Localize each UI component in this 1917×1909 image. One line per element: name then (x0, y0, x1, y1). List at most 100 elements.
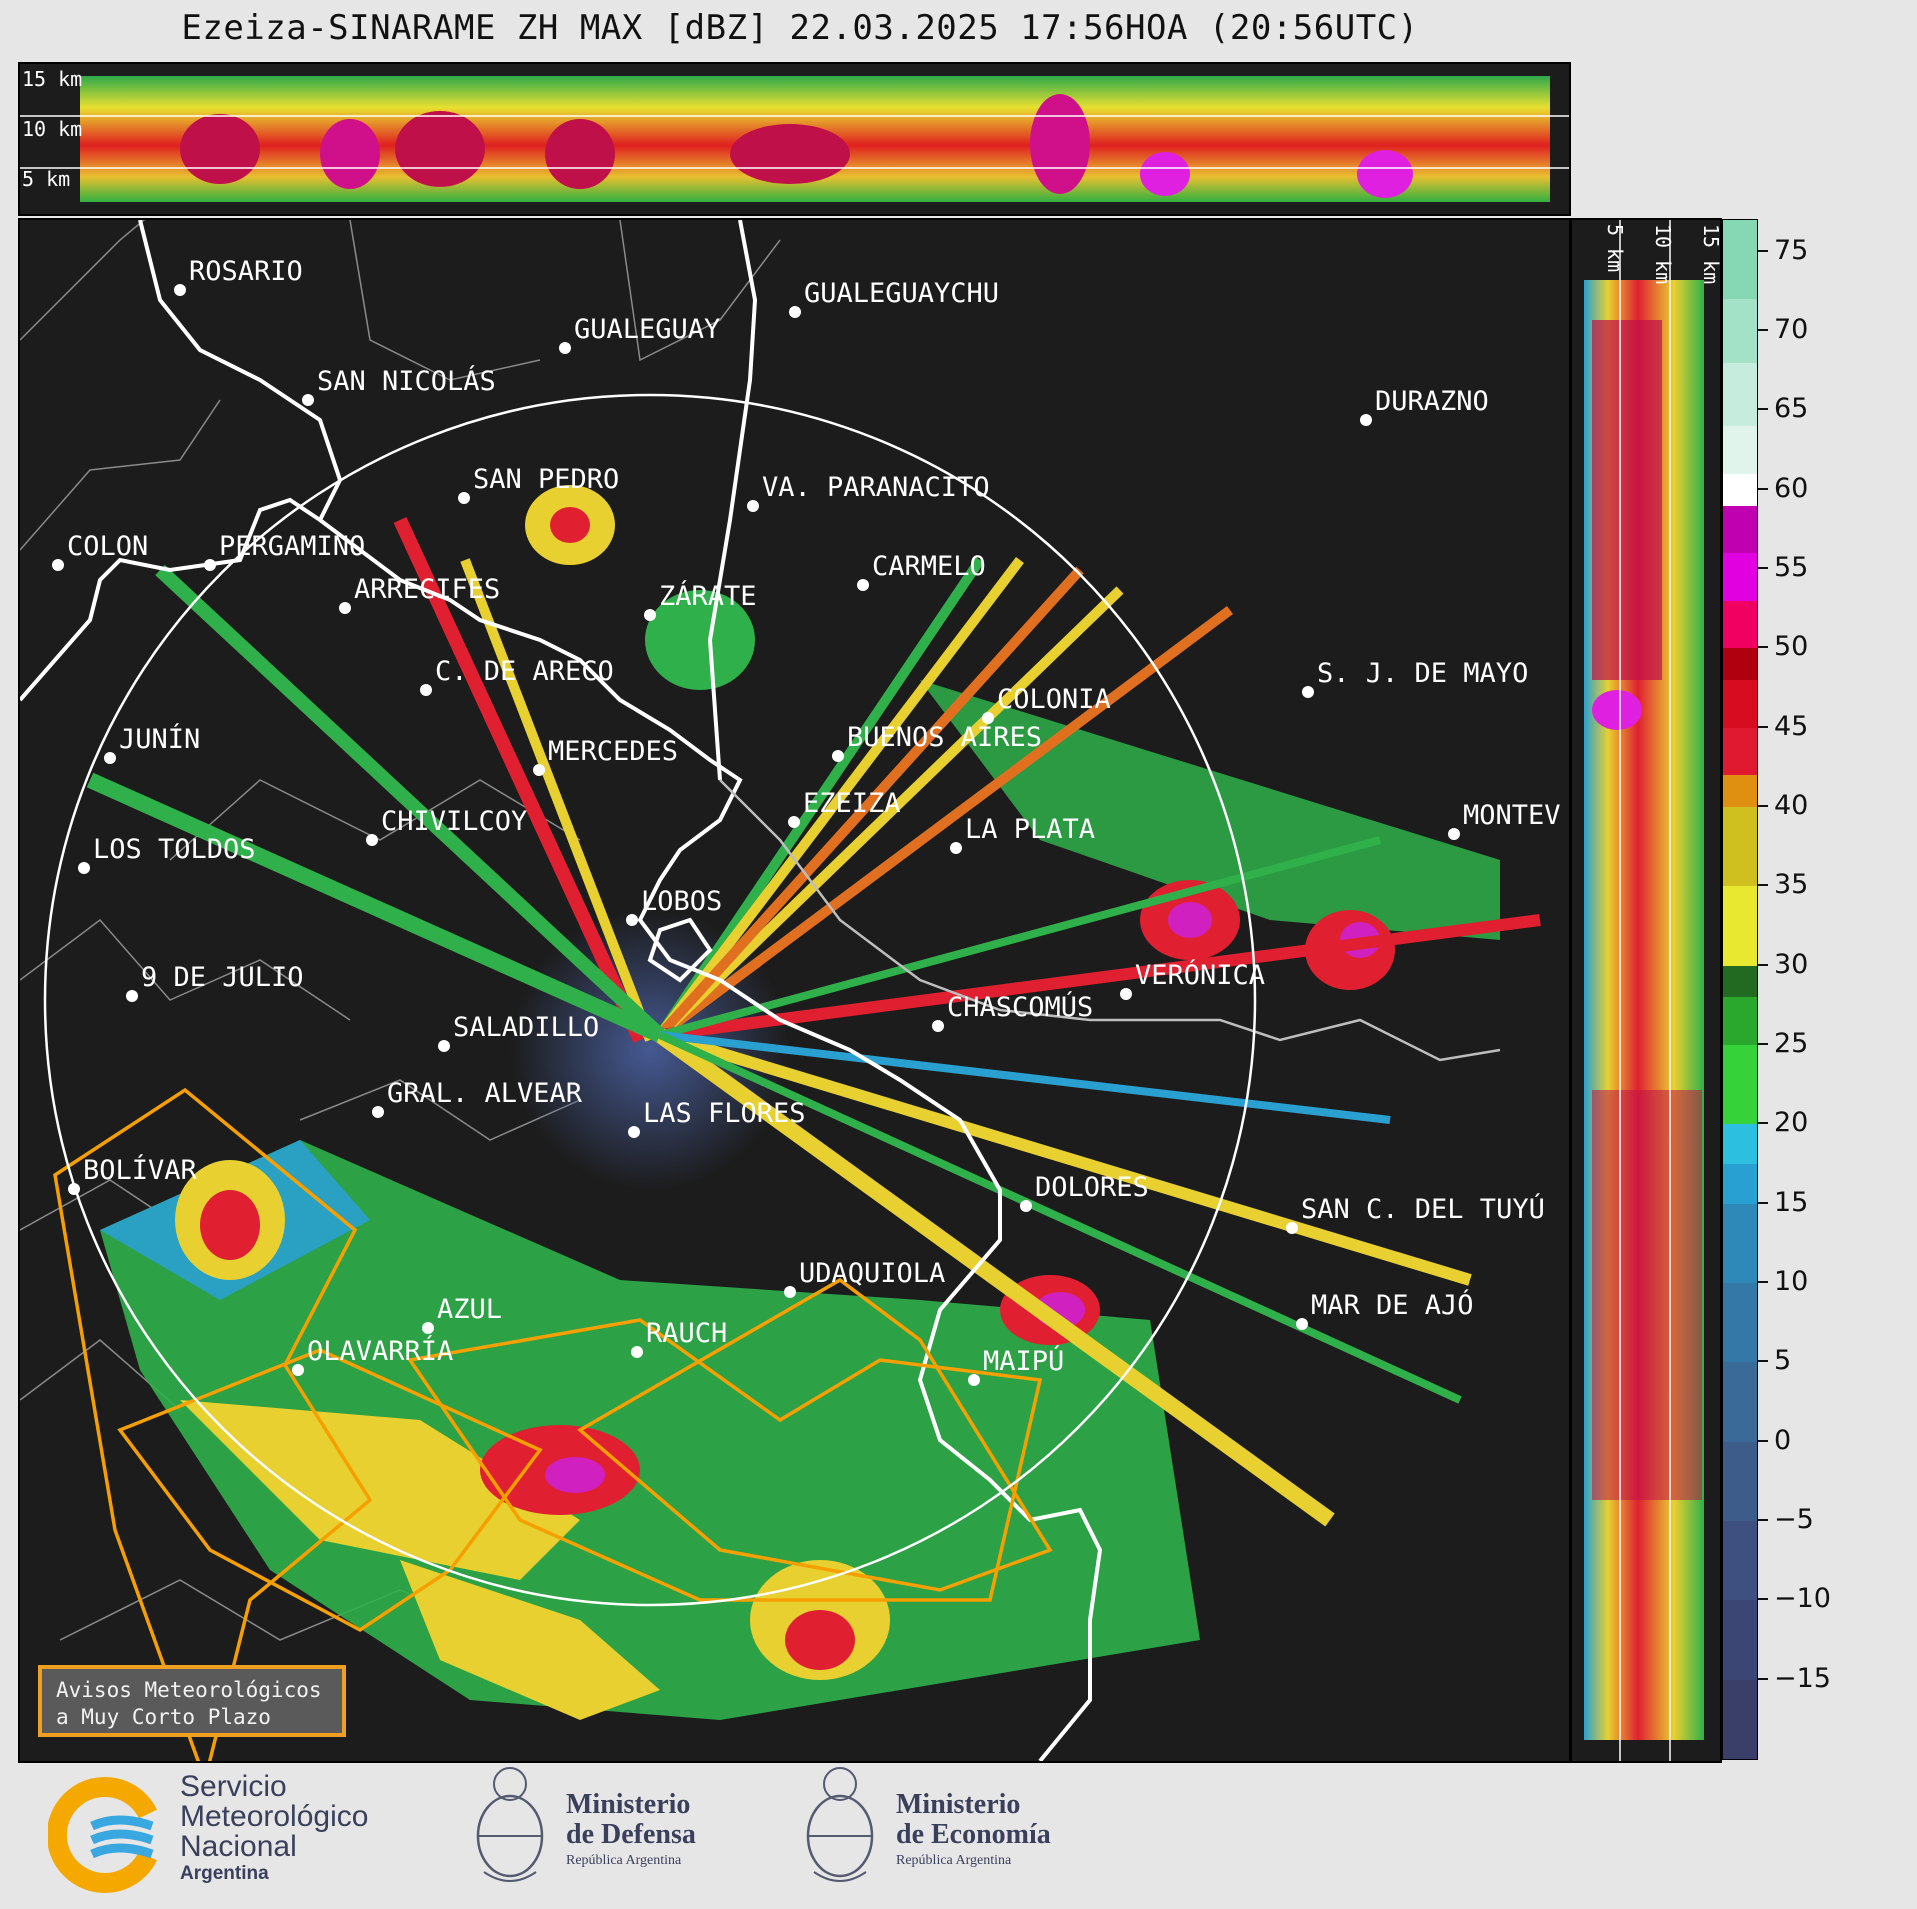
colorbar-tick-label: −15 (1774, 1662, 1831, 1694)
city-label: DURAZNO (1375, 386, 1489, 417)
defensa-sub: República Argentina (566, 1853, 682, 1868)
smn-line-1: Servicio (180, 1770, 287, 1803)
city-label: MAR DE AJÓ (1311, 1289, 1474, 1321)
colorbar-tick (1758, 1043, 1768, 1046)
smn-logo: Servicio Meteorológico Nacional Argentin… (48, 1760, 428, 1900)
city-label: S. J. DE MAYO (1317, 658, 1528, 689)
city-label: ROSARIO (189, 256, 303, 287)
colorbar-tick (1758, 1439, 1768, 1442)
city-dot (204, 559, 216, 571)
economia-sub: República Argentina (896, 1853, 1012, 1868)
city-dot (78, 862, 90, 874)
height-label-15km: 15 km (22, 67, 82, 91)
colorbar-tick-label: 25 (1774, 1028, 1809, 1060)
colorbar-tick (1758, 487, 1768, 490)
city-dot (1286, 1222, 1298, 1234)
city-dot (644, 609, 656, 621)
coastline (20, 220, 1103, 1761)
colorbar-segment (1723, 600, 1757, 649)
city-dot (950, 842, 962, 854)
ministerio-defensa-logo: Ministerio de Defensa República Argentin… (470, 1760, 760, 1900)
side-label-10km: 10 km (1651, 224, 1675, 284)
city-dot (968, 1374, 980, 1386)
side-cross-section-panel: 5 km 10 km 15 km (1570, 218, 1722, 1763)
colorbar-tick-label: 15 (1774, 1186, 1809, 1218)
city-label: EZEIZA (803, 788, 901, 819)
smn-line-3: Nacional (180, 1830, 297, 1863)
city-label: OLAVARRÍA (307, 1335, 453, 1367)
city-dot (626, 914, 638, 926)
city-dot (857, 579, 869, 591)
colorbar-tick (1758, 1122, 1768, 1125)
colorbar-tick-label: 75 (1774, 234, 1809, 266)
city-dot (789, 306, 801, 318)
city-dot (982, 712, 994, 724)
city-label: 9 DE JULIO (141, 962, 304, 993)
colorbar-segment (1723, 505, 1757, 554)
colorbar-segment (1723, 1679, 1757, 1759)
colorbar-tick-label: 20 (1774, 1107, 1809, 1139)
height-label-5km: 5 km (22, 167, 70, 191)
colorbar-segment (1723, 807, 1757, 887)
city-label: SAN NICOLÁS (317, 365, 496, 397)
colorbar-segment (1723, 1600, 1757, 1680)
colorbar-tick (1758, 884, 1768, 887)
city-dot (292, 1364, 304, 1376)
colorbar-segment (1723, 1283, 1757, 1363)
colorbar-tick-label: 30 (1774, 948, 1809, 980)
colorbar-tick-label: 0 (1774, 1424, 1792, 1456)
city-label: BOLÍVAR (83, 1154, 198, 1186)
city-dot (559, 342, 571, 354)
city-label: SAN PEDRO (473, 464, 619, 495)
radar-map: ROSARIO GUALEGUAYCHU GUALEGUAY SAN NICOLÁS D… (20, 220, 1561, 1761)
cross-section-cores (180, 94, 1413, 198)
economia-line-1: Ministerio (896, 1789, 1021, 1820)
city-dot (1448, 828, 1460, 840)
city-dot (1360, 414, 1372, 426)
warning-legend: Avisos Meteorológicos a Muy Corto Plazo (38, 1665, 346, 1737)
colorbar-tick (1758, 1360, 1768, 1363)
colorbar-tick (1758, 1519, 1768, 1521)
colorbar-segment (1723, 648, 1757, 681)
colorbar-segment (1723, 220, 1757, 300)
side-core-top (1592, 690, 1642, 730)
side-core-lower (1592, 1090, 1702, 1500)
colorbar-tick (1758, 963, 1768, 966)
ministerio-economia-logo: Ministerio de Economía República Argenti… (800, 1760, 1100, 1900)
city-dot (302, 394, 314, 406)
colorbar-tick-label: 5 (1774, 1345, 1792, 1377)
colorbar-segment (1723, 1124, 1757, 1165)
city-dot (533, 764, 545, 776)
colorbar-tick-label: −5 (1774, 1504, 1814, 1535)
economia-line-2: de Economía (896, 1819, 1051, 1850)
city-dot (68, 1183, 80, 1195)
colorbar-tick (1758, 646, 1768, 649)
colorbar-tick-label: −10 (1774, 1583, 1831, 1615)
side-label-5km: 5 km (1603, 224, 1627, 272)
colorbar-tick (1758, 805, 1768, 808)
colorbar-segment (1723, 965, 1757, 998)
city-dot (1302, 686, 1314, 698)
city-label: MAIPÚ (983, 1345, 1064, 1377)
city-label: LA PLATA (965, 814, 1095, 845)
colorbar-segment (1723, 1164, 1757, 1204)
city-markers: ROSARIO GUALEGUAYCHU GUALEGUAY SAN NICOLÁS D… (52, 256, 1561, 1386)
city-dot (1120, 988, 1132, 1000)
city-dot (1296, 1318, 1308, 1330)
city-dot (832, 750, 844, 762)
colorbar-tick (1758, 408, 1768, 411)
uruguay-coast (719, 779, 1501, 1062)
city-label: MERCEDES (548, 736, 678, 767)
side-cross-section: 5 km 10 km 15 km (1584, 220, 1720, 1761)
smn-emblem-icon (48, 1777, 157, 1893)
colorbar-segment (1723, 1203, 1757, 1284)
side-core-upper (1592, 320, 1662, 680)
city-label: JUNÍN (119, 723, 200, 755)
colorbar-tick-label: 60 (1774, 472, 1809, 504)
city-label: UDAQUIOLA (799, 1258, 945, 1289)
city-label: PERGAMINO (219, 531, 365, 562)
city-label: COLONIA (997, 684, 1111, 715)
city-label: C. DE ARECO (435, 656, 614, 687)
city-dot (420, 684, 432, 696)
side-label-15km: 15 km (1699, 224, 1720, 284)
